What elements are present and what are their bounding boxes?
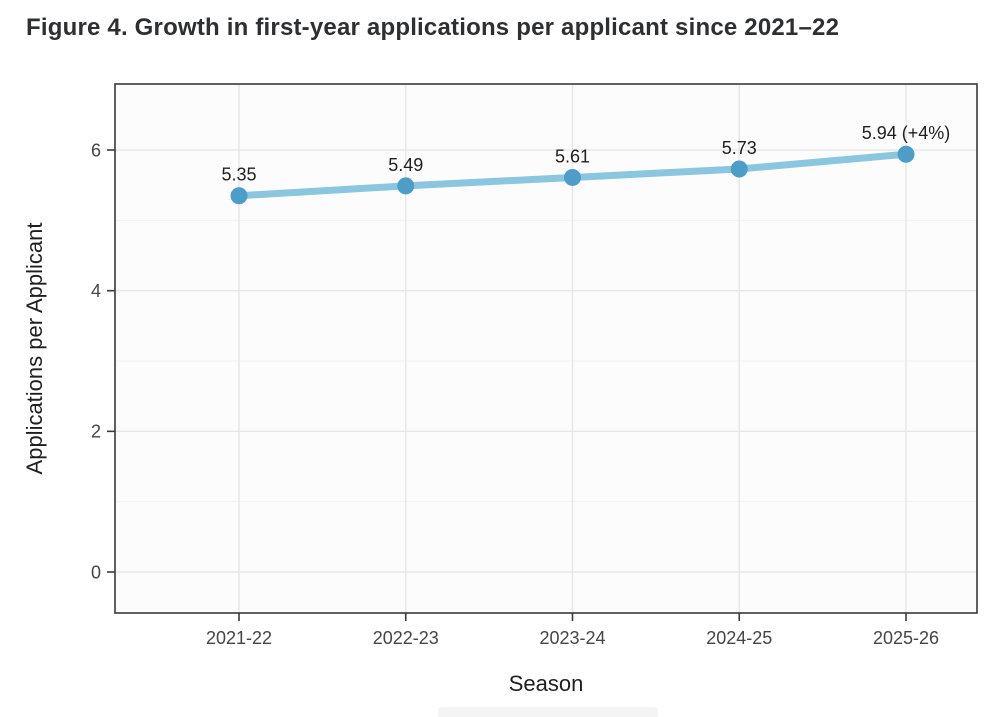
plot-panel: [115, 84, 977, 613]
data-point-label: 5.49: [388, 155, 423, 175]
x-axis-title: Season: [509, 671, 584, 696]
panel-border: [114, 83, 978, 614]
data-point-label: 5.94 (+4%): [862, 123, 951, 143]
cropped-edge-artifact: [438, 707, 658, 717]
x-tick-label: 2022-23: [373, 628, 439, 648]
y-tick-label: 4: [91, 281, 101, 301]
data-point-label: 5.61: [555, 146, 590, 166]
data-point: [564, 168, 581, 186]
x-tick-label: 2023-24: [539, 628, 605, 648]
data-point: [897, 145, 915, 163]
data-point-label: 5.35: [221, 165, 256, 185]
y-tick-label: 2: [91, 422, 101, 442]
data-point: [730, 160, 748, 178]
data-point: [230, 187, 248, 205]
data-point-label: 5.73: [722, 138, 757, 158]
x-tick-label: 2025-26: [873, 628, 939, 648]
y-axis-title: Applications per Applicant: [22, 223, 47, 475]
x-tick-label: 2024-25: [706, 628, 772, 648]
figure-title: Figure 4. Growth in first-year applicati…: [26, 14, 840, 41]
data-point: [397, 177, 415, 195]
y-tick-label: 6: [91, 140, 101, 160]
y-tick-label: 0: [91, 562, 101, 582]
x-tick-label: 2021-22: [206, 628, 272, 648]
